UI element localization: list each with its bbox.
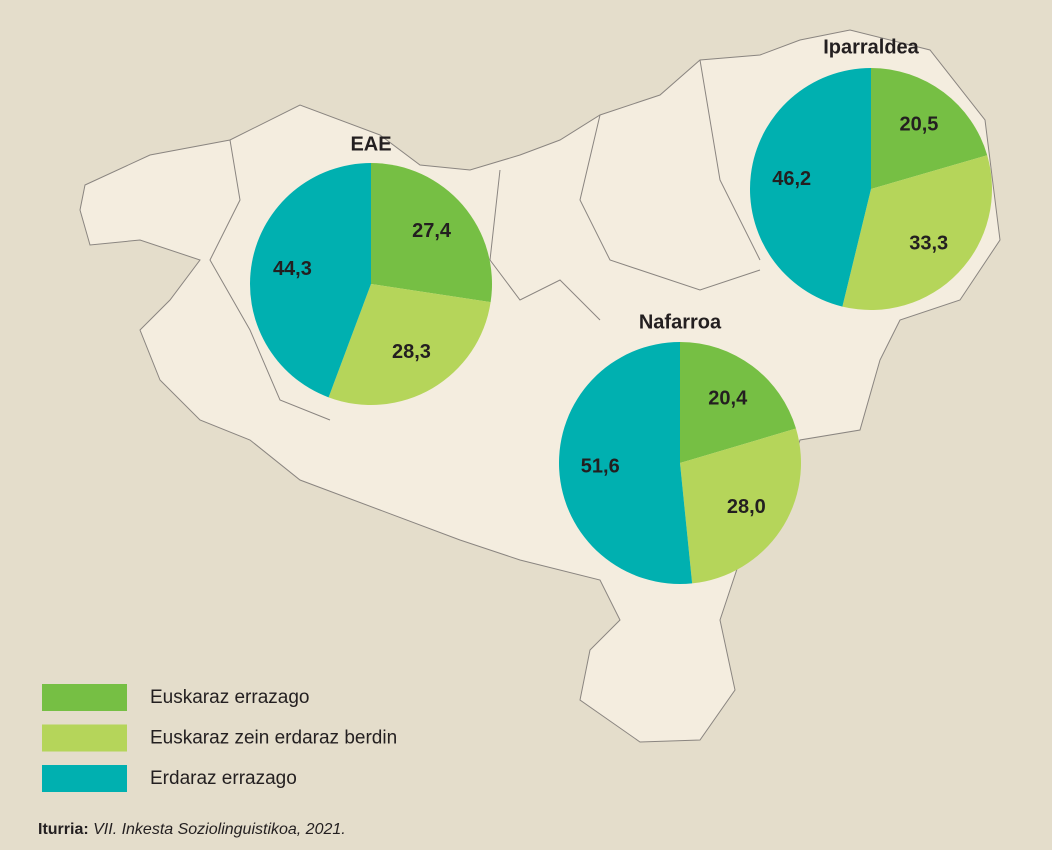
value-label: 33,3 — [909, 232, 948, 254]
pie-slice — [871, 68, 988, 189]
legend-swatch — [42, 684, 127, 711]
legend-label: Euskaraz zein erdaraz berdin — [150, 728, 397, 749]
source-label: Iturria: — [38, 821, 89, 838]
pie-title: Iparraldea — [823, 36, 919, 58]
value-label: 51,6 — [581, 455, 620, 477]
pie-title: Nafarroa — [639, 311, 722, 333]
pie-slice — [250, 163, 371, 398]
value-label: 28,0 — [727, 496, 766, 518]
legend-swatch — [42, 765, 127, 792]
map-border — [209, 59, 761, 421]
value-label: 20,5 — [899, 113, 938, 135]
value-label: 28,3 — [392, 341, 431, 363]
pie-slice — [750, 68, 871, 307]
pie-title: EAE — [350, 133, 391, 155]
pie-slice — [680, 428, 801, 584]
legend-label: Euskaraz errazago — [150, 687, 309, 708]
value-label: 44,3 — [273, 258, 312, 280]
pie-slice — [842, 155, 992, 311]
value-label: 46,2 — [772, 168, 811, 190]
value-label: 20,4 — [708, 387, 748, 409]
value-label: 27,4 — [412, 220, 452, 242]
pie-slice — [559, 342, 693, 584]
pie-slice — [328, 284, 491, 405]
source: Iturria: VII. Inkesta Soziolinguistikoa,… — [38, 821, 346, 838]
source-text: VII. Inkesta Soziolinguistikoa, 2021. — [93, 821, 346, 838]
pie-slice — [371, 163, 492, 303]
pie-slice — [680, 342, 796, 463]
legend-swatch — [42, 724, 127, 752]
legend-label: Erdaraz errazago — [150, 768, 297, 789]
